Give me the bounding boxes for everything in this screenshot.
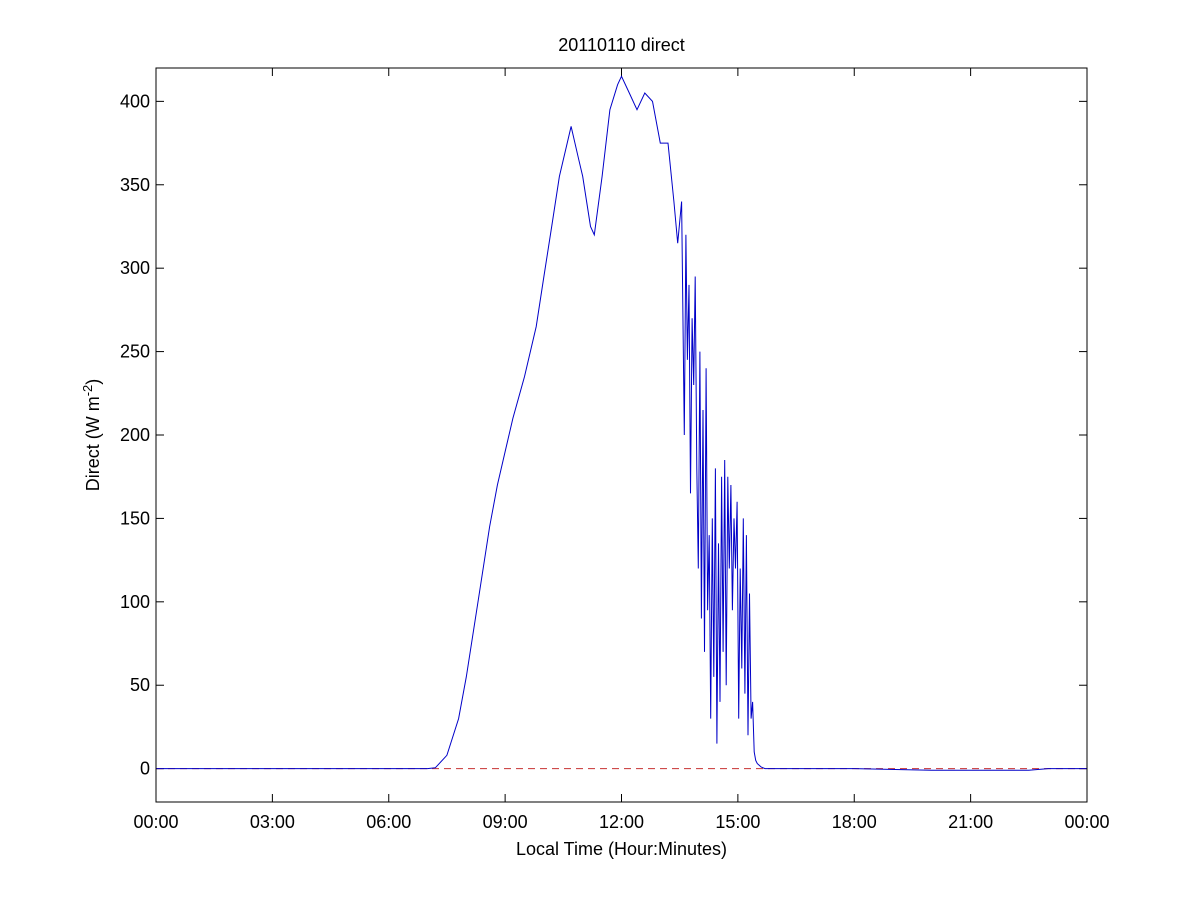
y-axis-label-base: Direct (W m bbox=[83, 396, 103, 491]
y-axis-label-superscript: -2 bbox=[80, 385, 95, 397]
x-tick-label: 21:00 bbox=[948, 812, 993, 832]
x-tick-label: 03:00 bbox=[250, 812, 295, 832]
x-tick-label: 00:00 bbox=[133, 812, 178, 832]
x-axis-label: Local Time (Hour:Minutes) bbox=[516, 839, 727, 859]
y-tick-label: 50 bbox=[130, 675, 150, 695]
y-tick-label: 200 bbox=[120, 425, 150, 445]
x-tick-label: 09:00 bbox=[483, 812, 528, 832]
y-tick-label: 150 bbox=[120, 508, 150, 528]
y-tick-label: 100 bbox=[120, 592, 150, 612]
x-tick-label: 12:00 bbox=[599, 812, 644, 832]
y-tick-label: 300 bbox=[120, 258, 150, 278]
x-tick-label: 15:00 bbox=[715, 812, 760, 832]
chart-title: 20110110 direct bbox=[558, 35, 684, 55]
y-axis-label-suffix: ) bbox=[83, 379, 103, 385]
y-axis-label: Direct (W m-2) bbox=[80, 379, 104, 492]
x-tick-label: 18:00 bbox=[832, 812, 877, 832]
y-tick-label: 350 bbox=[120, 175, 150, 195]
x-tick-label: 06:00 bbox=[366, 812, 411, 832]
plot-background bbox=[156, 68, 1087, 802]
series-line-direct bbox=[156, 75, 1087, 771]
y-tick-label: 400 bbox=[120, 91, 150, 111]
ticks: 00:00 03:00 06:00 09:00 12:00 15:00 18:00 21:00… bbox=[120, 68, 1110, 832]
x-tick-label: 00:00 bbox=[1064, 812, 1109, 832]
y-tick-label: 0 bbox=[140, 759, 150, 779]
axes-box bbox=[155, 67, 1088, 803]
y-tick-label: 250 bbox=[120, 342, 150, 362]
